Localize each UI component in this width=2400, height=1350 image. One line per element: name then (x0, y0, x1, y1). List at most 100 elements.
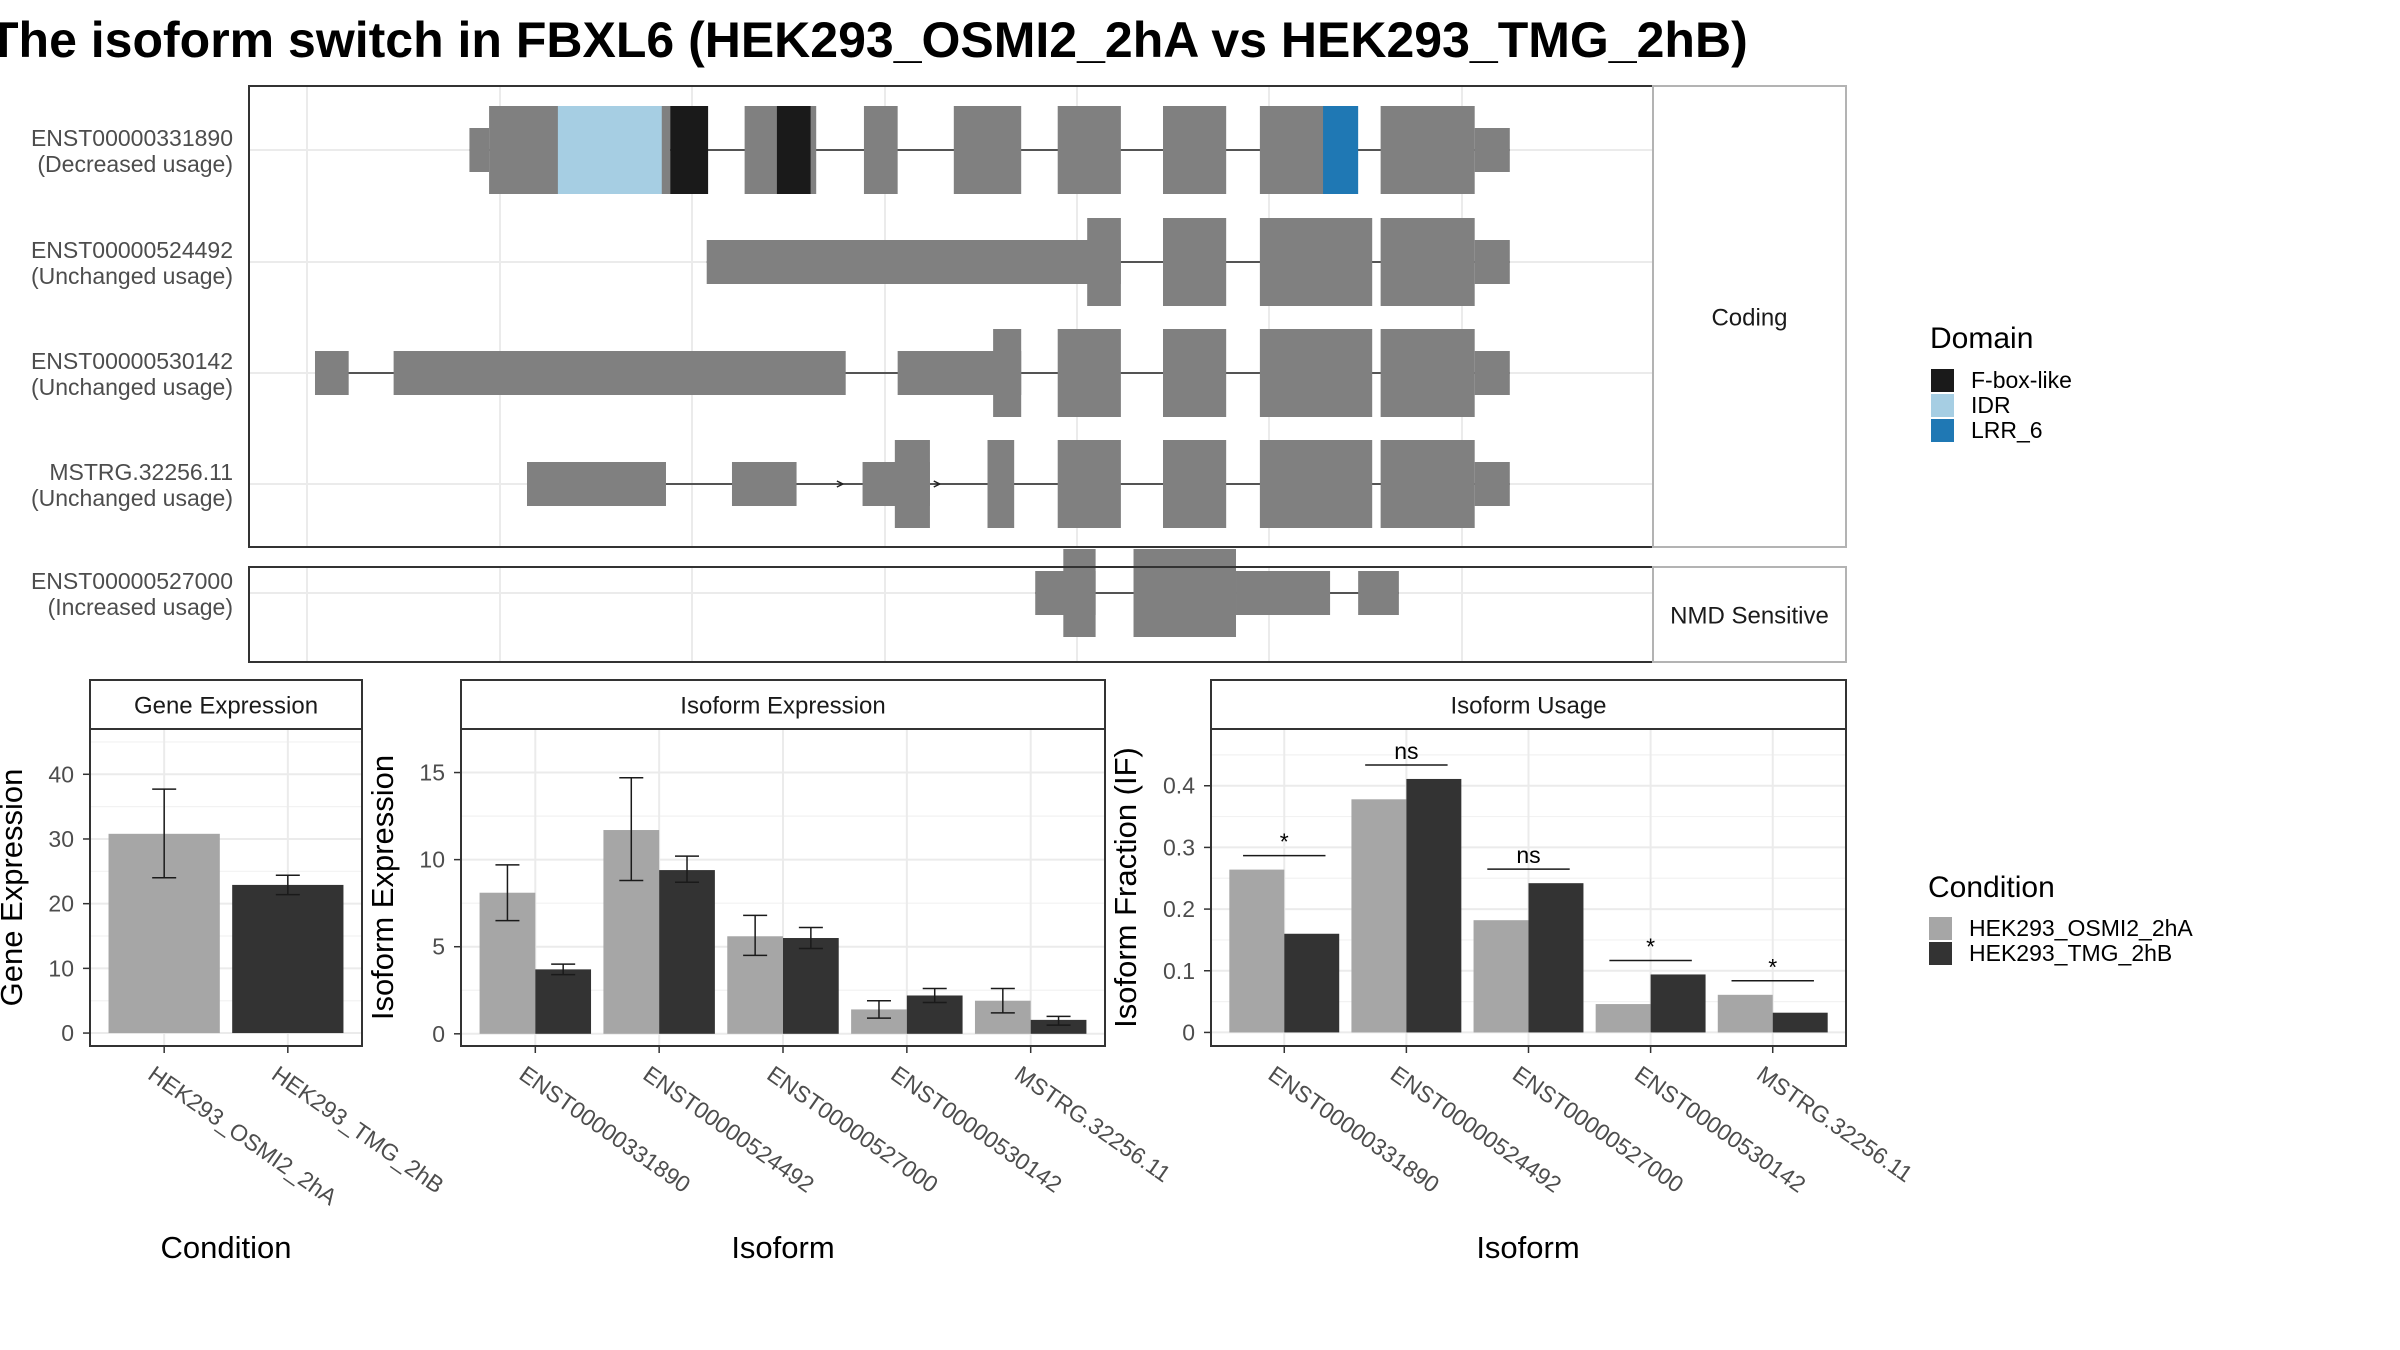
transcript-ENST00000527000 (1035, 549, 1399, 637)
y-axis-title: Gene Expression (0, 769, 29, 1007)
transcript-id-label: ENST00000331890 (31, 125, 233, 151)
bar (783, 938, 839, 1034)
legend-key (1931, 419, 1954, 442)
legend-label: LRR_6 (1971, 417, 2043, 443)
direction-arrow (836, 480, 845, 488)
transcript-id-label: ENST00000527000 (31, 568, 233, 594)
transcript-id-label: ENST00000530142 (31, 348, 233, 374)
bar (1650, 974, 1706, 1033)
bar (1229, 869, 1285, 1033)
exon (1259, 218, 1373, 306)
exon (393, 351, 846, 395)
exon (1474, 240, 1510, 284)
transcript-structure-plot: Coding ENST00000331890(Decreased usage) EN… (31, 85, 1847, 663)
chart-title: Gene Expression (134, 693, 318, 720)
x-axis-title: Isoform (731, 1230, 834, 1265)
exon (469, 128, 490, 172)
y-tick-label: 0 (432, 1021, 445, 1047)
significance-label: ns (1516, 842, 1540, 868)
y-tick-label: 20 (48, 891, 74, 917)
bar (1528, 883, 1584, 1033)
y-axis-title: Isoform Expression (365, 755, 400, 1020)
transcript-ENST00000331890 (469, 106, 1510, 194)
panel-strip (1652, 85, 1847, 548)
exon (731, 462, 797, 506)
bar (1473, 920, 1529, 1033)
bar (659, 870, 715, 1034)
bar (232, 884, 344, 1034)
legend-label: F-box-like (1971, 367, 2072, 393)
chart-strip (460, 679, 1106, 730)
transcript-usage-label: (Increased usage) (48, 594, 233, 620)
exon (1474, 462, 1510, 506)
structure-panel-0: Coding (248, 85, 1847, 548)
transcript-usage-label: (Unchanged usage) (31, 263, 233, 289)
exon (1259, 329, 1373, 417)
legend-key (1931, 394, 1954, 417)
exon (1358, 571, 1399, 615)
bar (1406, 778, 1462, 1033)
chart-title: Isoform Usage (1450, 693, 1606, 720)
bar (1284, 933, 1340, 1033)
exon (1163, 218, 1227, 306)
significance-label: * (1768, 954, 1777, 980)
exon (953, 106, 1022, 194)
y-axis-title: Isoform Fraction (IF) (1108, 747, 1143, 1028)
bar (1030, 1019, 1087, 1034)
legend-key (1929, 942, 1952, 965)
legend-key (1931, 369, 1954, 392)
significance-label: * (1280, 829, 1289, 855)
exon (1057, 106, 1121, 194)
panel-strip-label: Coding (1711, 305, 1787, 332)
exon (987, 440, 1015, 528)
exon (993, 329, 1022, 417)
bar (1351, 799, 1407, 1033)
y-tick-label: 0 (61, 1020, 74, 1046)
transcript-usage-label: (Unchanged usage) (31, 485, 233, 511)
y-tick-label: 0.4 (1163, 773, 1195, 799)
y-tick-label: 0.3 (1163, 834, 1195, 860)
y-tick-label: 10 (48, 955, 74, 981)
transcript-usage-label: (Decreased usage) (37, 151, 233, 177)
y-tick-label: 15 (419, 760, 445, 786)
x-axis-title: Condition (161, 1230, 292, 1265)
transcript-ENST00000530142 (314, 329, 1510, 417)
y-tick-label: 40 (48, 761, 74, 787)
chart-title: Isoform Expression (680, 693, 885, 720)
bar (535, 969, 592, 1034)
significance-label: ns (1394, 738, 1418, 764)
y-tick-label: 5 (432, 934, 445, 960)
domain-F-box-like (670, 106, 709, 194)
y-tick-label: 30 (48, 826, 74, 852)
domain-LRR_6 (1323, 106, 1359, 194)
bar (1717, 994, 1773, 1033)
direction-arrow (933, 480, 942, 488)
exon (1057, 440, 1121, 528)
panel-strip (1652, 566, 1847, 663)
legend-label: HEK293_TMG_2hB (1969, 940, 2172, 966)
exon (1063, 549, 1096, 637)
exon (863, 106, 898, 194)
exon (1380, 440, 1475, 528)
legend-title: Condition (1928, 871, 2055, 904)
chart-strip (89, 679, 363, 730)
bar (1595, 1004, 1651, 1033)
transcript-id-label: ENST00000524492 (31, 237, 233, 263)
exon (706, 240, 1121, 284)
y-tick-label: 10 (419, 847, 445, 873)
exon (1380, 106, 1475, 194)
transcript-MSTRG.32256.11 (526, 440, 1510, 528)
structure-panel-1: NMD Sensitive (248, 549, 1847, 663)
legend-key (1929, 917, 1952, 940)
transcript-id-label: MSTRG.32256.11 (49, 459, 233, 485)
exon (314, 351, 349, 395)
significance-label: * (1646, 933, 1655, 959)
figure-title: The isoform switch in FBXL6 (HEK293_OSMI… (0, 12, 1748, 68)
exon (1163, 329, 1227, 417)
domain-IDR (557, 106, 662, 194)
